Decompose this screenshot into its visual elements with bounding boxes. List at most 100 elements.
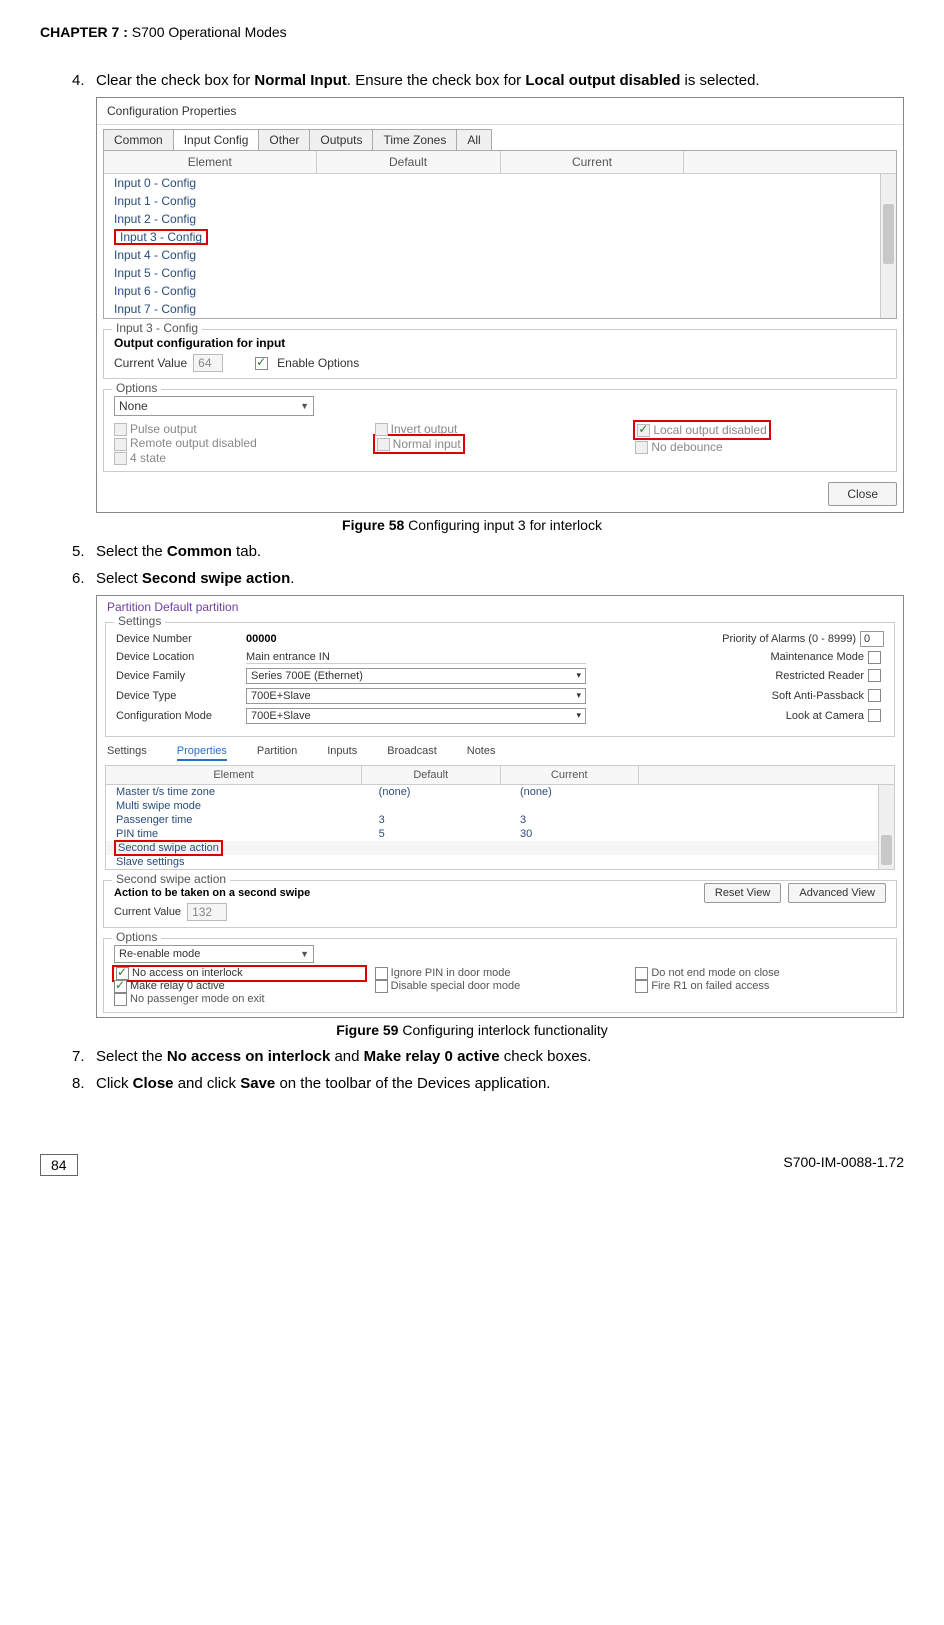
step-6: 6.Select Second swipe action.: [40, 568, 904, 589]
dialog-title: Configuration Properties: [97, 98, 903, 125]
scroll-thumb[interactable]: [881, 835, 892, 865]
chevron-down-icon: ▼: [300, 401, 309, 411]
col-current: Current: [501, 151, 685, 173]
col-element: Element: [104, 151, 317, 173]
opt-fire-r1[interactable]: Fire R1 on failed access: [635, 980, 886, 993]
advanced-view-button[interactable]: Advanced View: [788, 883, 886, 903]
opt-do-not-end-mode[interactable]: Do not end mode on close: [635, 967, 886, 980]
opt-pulse-output[interactable]: Pulse output: [114, 422, 365, 436]
subtab-inputs[interactable]: Inputs: [327, 745, 357, 761]
step-8: 8.Click Close and click Save on the tool…: [40, 1073, 904, 1094]
table-row[interactable]: Multi swipe mode: [106, 799, 894, 813]
opt-invert-output[interactable]: Invert output: [375, 422, 626, 436]
table-row[interactable]: Second swipe action: [106, 841, 894, 855]
figure-59-caption: Figure 59 Configuring interlock function…: [40, 1022, 904, 1038]
select[interactable]: Series 700E (Ethernet)▾: [246, 668, 586, 684]
action-bold: Action to be taken on a second swipe: [114, 887, 310, 899]
step-5: 5.Select the Common tab.: [40, 541, 904, 562]
table-body: Master t/s time zone(none)(none)Multi sw…: [106, 785, 894, 869]
table-row[interactable]: Input 5 - Config: [104, 264, 896, 282]
chapter-header: CHAPTER 7 : S700 Operational Modes: [40, 24, 904, 40]
second-swipe-fieldset: Second swipe action Action to be taken o…: [103, 880, 897, 928]
checkbox[interactable]: [868, 651, 881, 664]
checkbox[interactable]: [868, 669, 881, 682]
table-row[interactable]: Input 3 - Config: [114, 229, 208, 245]
options-fieldset-2: Options Re-enable mode ▼ No access on in…: [103, 938, 897, 1013]
table-row[interactable]: Input 4 - Config: [104, 246, 896, 264]
table-row[interactable]: Input 0 - Config: [104, 174, 896, 192]
settings-row: Device FamilySeries 700E (Ethernet)▾Rest…: [116, 668, 884, 684]
select-value-2: Re-enable mode: [119, 948, 200, 960]
doc-id: S700-IM-0088-1.72: [783, 1154, 904, 1176]
opt-ignore-pin[interactable]: Ignore PIN in door mode: [375, 967, 626, 980]
current-value-input[interactable]: 64: [193, 354, 223, 372]
current-value-input[interactable]: 132: [187, 903, 227, 921]
table-row[interactable]: Input 1 - Config: [104, 192, 896, 210]
opt-disable-special-door[interactable]: Disable special door mode: [375, 980, 626, 993]
tab-other[interactable]: Other: [258, 129, 310, 150]
settings-row: Configuration Mode700E+Slave▾Look at Cam…: [116, 708, 884, 724]
settings-fieldset: Settings Device Number00000Priority of A…: [105, 622, 895, 737]
tab-common[interactable]: Common: [103, 129, 174, 150]
options-select-2[interactable]: Re-enable mode ▼: [114, 945, 314, 963]
opt-make-relay-0-active[interactable]: Make relay 0 active: [114, 980, 225, 992]
current-value-label: Current Value: [114, 356, 187, 370]
opt-no-access-on-interlock[interactable]: No access on interlock: [114, 967, 365, 980]
tab-input-config[interactable]: Input Config: [173, 129, 260, 150]
close-button[interactable]: Close: [828, 482, 897, 506]
reset-view-button[interactable]: Reset View: [704, 883, 781, 903]
tab-time-zones[interactable]: Time Zones: [372, 129, 457, 150]
step-7: 7.Select the No access on interlock and …: [40, 1046, 904, 1067]
opt-4-state[interactable]: 4 state: [114, 451, 365, 465]
sub-tab-bar: Settings Properties Partition Inputs Broadca…: [97, 741, 903, 765]
col-default: Default: [317, 151, 501, 173]
scrollbar[interactable]: [878, 785, 894, 869]
chapter-number: CHAPTER 7 :: [40, 24, 132, 40]
table-row[interactable]: Input 2 - Config: [104, 210, 896, 228]
subtab-partition[interactable]: Partition: [257, 745, 297, 761]
subtab-notes[interactable]: Notes: [467, 745, 496, 761]
subtab-broadcast[interactable]: Broadcast: [387, 745, 437, 761]
detail-fieldset: Input 3 - Config Output configuration fo…: [103, 329, 897, 379]
figure-58-caption: Figure 58 Configuring input 3 for interl…: [40, 517, 904, 533]
opt-local-output-disabled[interactable]: Local output disabled: [635, 422, 768, 438]
tab-bar: CommonInput ConfigOtherOutputsTime Zones…: [97, 125, 903, 150]
select[interactable]: 700E+Slave▾: [246, 708, 586, 724]
figure-59-screenshot: Partition Default partition Settings Dev…: [96, 595, 904, 1018]
table-row[interactable]: Input 7 - Config: [104, 300, 896, 318]
tab-outputs[interactable]: Outputs: [309, 129, 373, 150]
step-4: 4.Clear the check box for Normal Input. …: [40, 70, 904, 91]
col-blank: [684, 151, 896, 173]
subtab-settings[interactable]: Settings: [107, 745, 147, 761]
partition-title: Partition Default partition: [97, 596, 903, 618]
detail-bold: Output configuration for input: [114, 336, 886, 350]
scroll-thumb[interactable]: [883, 204, 894, 264]
table-row[interactable]: Passenger time33: [106, 813, 894, 827]
chapter-title: S700 Operational Modes: [132, 24, 287, 40]
opt-remote-output-disabled[interactable]: Remote output disabled: [114, 436, 365, 450]
properties-table: Element Default Current Master t/s time …: [105, 765, 895, 870]
enable-options-checkbox[interactable]: [255, 357, 268, 370]
options-grid-2: No access on interlock Make relay 0 acti…: [114, 967, 886, 1006]
opt-no-passenger-mode[interactable]: No passenger mode on exit: [114, 993, 365, 1006]
checkbox[interactable]: [868, 709, 881, 722]
table-body: Input 0 - ConfigInput 1 - ConfigInput 2 …: [104, 174, 896, 318]
table-row[interactable]: Slave settings: [106, 855, 894, 869]
priority-input[interactable]: 0: [860, 631, 884, 647]
opt-normal-input[interactable]: Normal input: [375, 436, 463, 452]
select[interactable]: 700E+Slave▾: [246, 688, 586, 704]
settings-legend: Settings: [114, 614, 165, 628]
tab-all[interactable]: All: [456, 129, 491, 150]
table-header-row: Element Default Current: [104, 151, 896, 174]
table-row[interactable]: Master t/s time zone(none)(none): [106, 785, 894, 799]
opt-no-debounce[interactable]: No debounce: [635, 440, 886, 454]
subtab-properties[interactable]: Properties: [177, 745, 227, 761]
table-header-row: Element Default Current: [106, 766, 894, 785]
scrollbar[interactable]: [880, 174, 896, 318]
table-row[interactable]: Input 6 - Config: [104, 282, 896, 300]
table-row[interactable]: PIN time530: [106, 827, 894, 841]
options-select[interactable]: None ▼: [114, 396, 314, 416]
page-number: 84: [40, 1154, 78, 1176]
checkbox[interactable]: [868, 689, 881, 702]
select-value: None: [119, 399, 148, 413]
